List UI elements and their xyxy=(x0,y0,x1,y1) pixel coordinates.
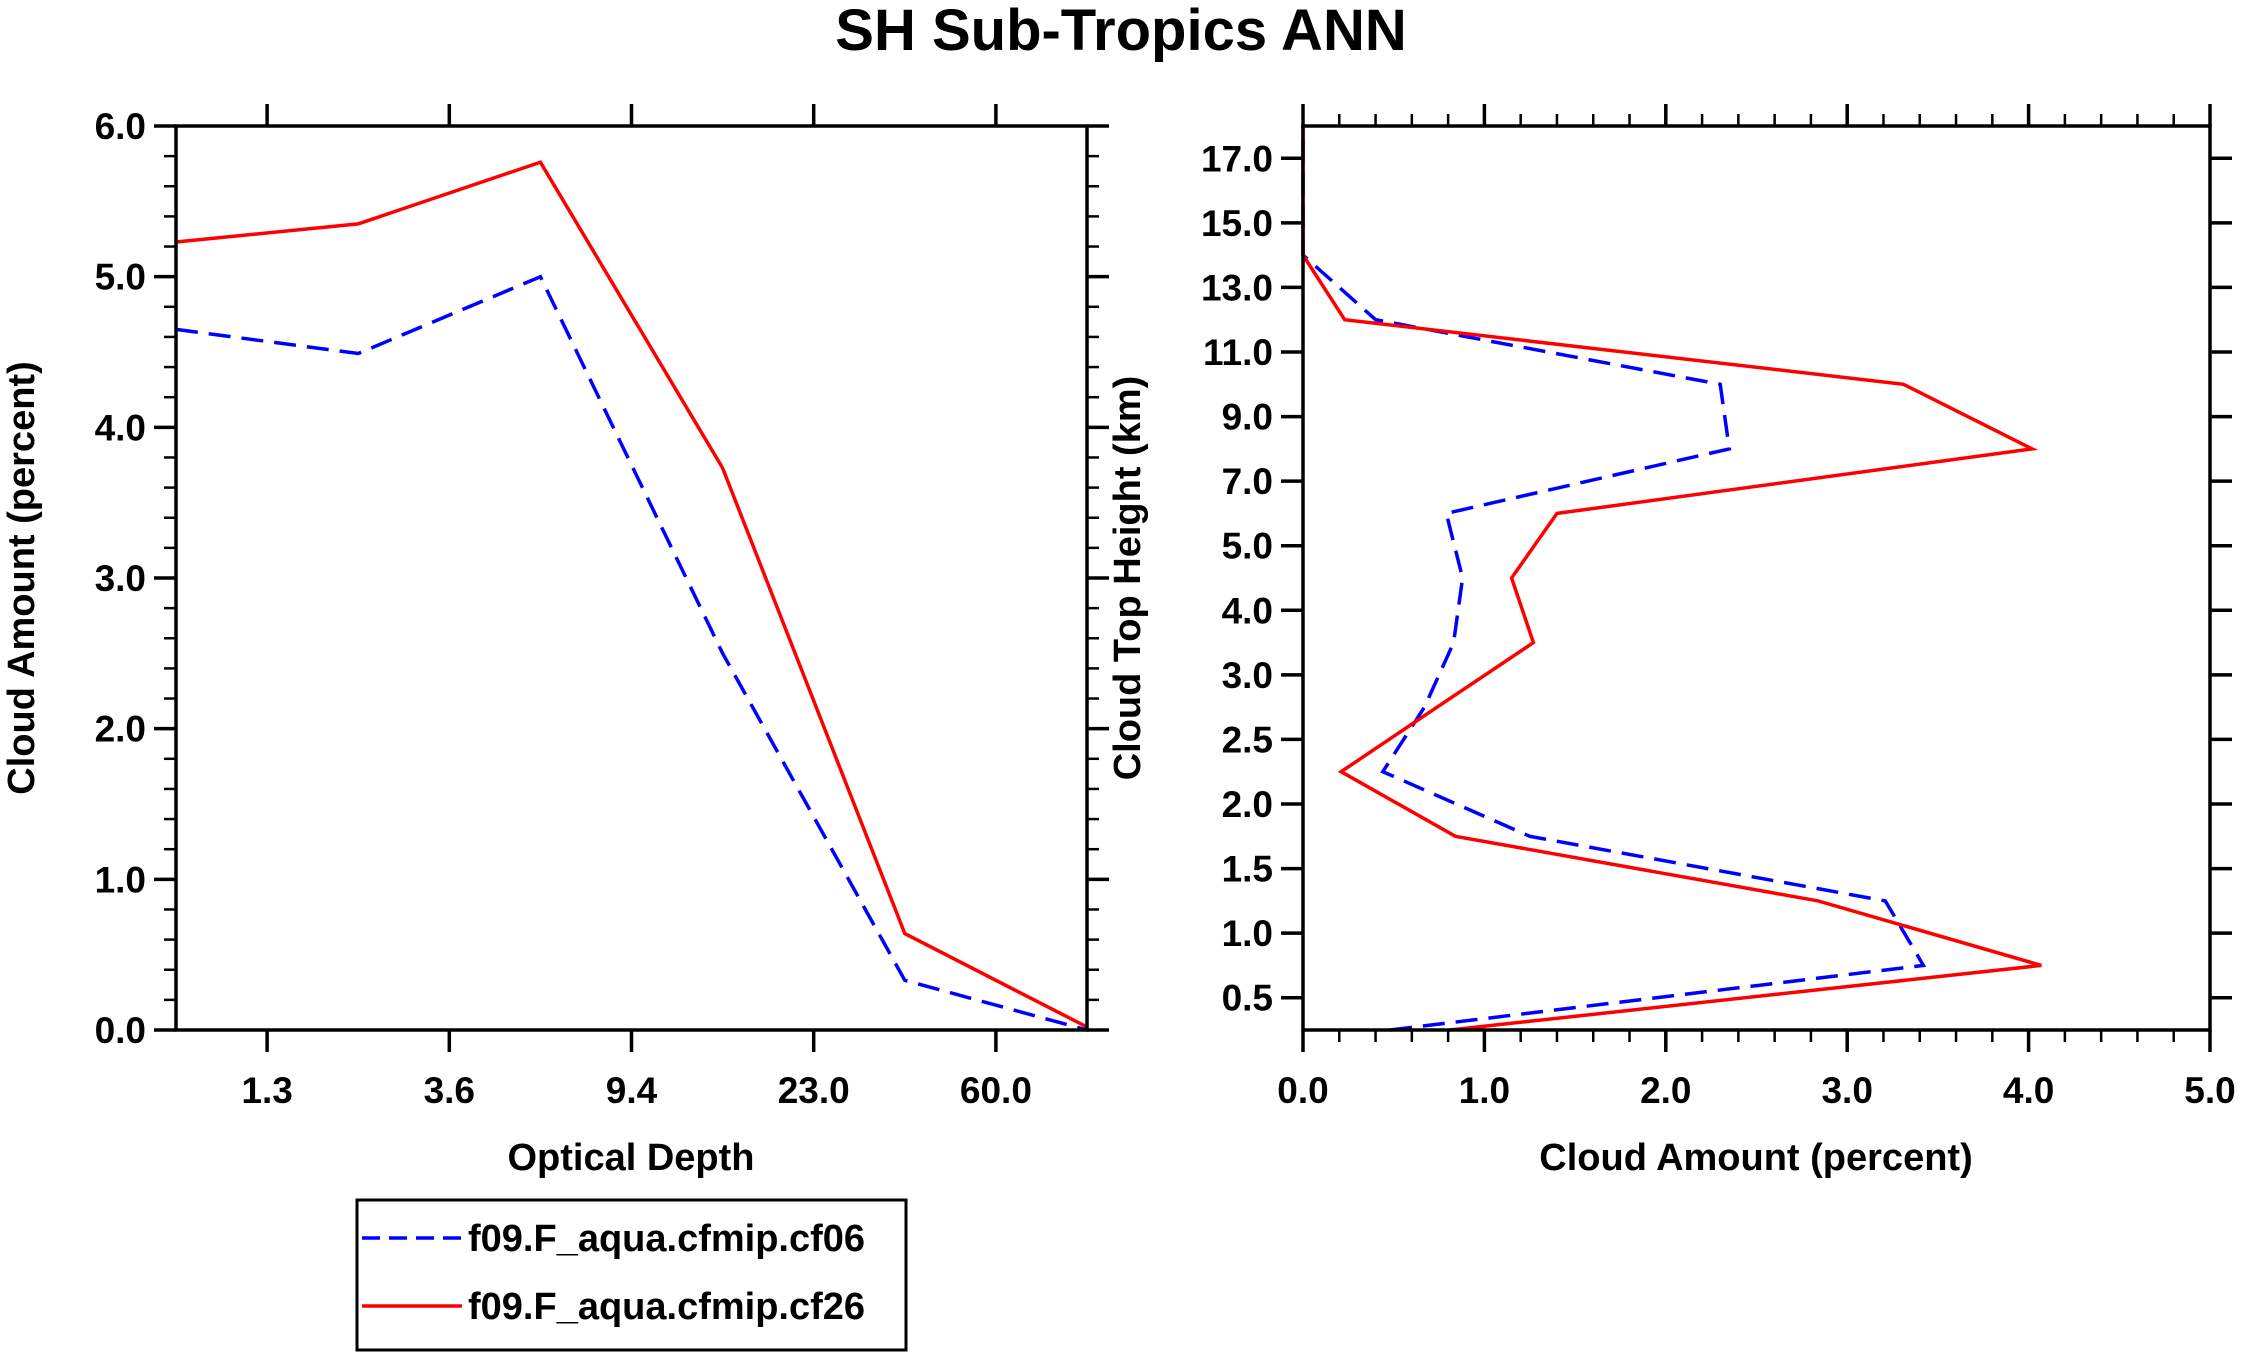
plot-frame xyxy=(1301,124,2212,1032)
left-x-axis-title: Optical Depth xyxy=(507,1137,754,1179)
y-tick-label: 3.0 xyxy=(95,558,146,599)
y-tick-label: 1.0 xyxy=(95,859,146,900)
y-tick-label: 0.0 xyxy=(95,1010,146,1051)
y-tick-label: 11.0 xyxy=(1203,332,1273,373)
y-tick-label: 1.0 xyxy=(1222,913,1273,954)
x-tick-label: 9.4 xyxy=(606,1070,658,1111)
y-tick-label: 7.0 xyxy=(1222,461,1273,502)
y-tick-label: 5.0 xyxy=(95,257,146,298)
y-tick-label: 17.0 xyxy=(1201,138,1273,179)
y-tick-label: 2.0 xyxy=(95,709,146,750)
series-line-cf06 xyxy=(175,274,1088,1032)
y-tick-label: 1.5 xyxy=(1222,849,1273,890)
x-tick-label: 2.0 xyxy=(1640,1070,1691,1111)
right-plot-cloud-top-height: 0.5 1.0 1.5 2.0 2.5 3.0 4.0 5.0 7.0 9.0 11.0 13.0 15… xyxy=(1201,104,2236,1111)
y-tick-label: 2.0 xyxy=(1222,784,1273,825)
series-line-cf26 xyxy=(1301,126,2042,1032)
y-tick-label: 6.0 xyxy=(95,106,146,147)
right-y-axis-title: Cloud Top Height (km) xyxy=(1107,376,1149,781)
y-tick-label: 2.5 xyxy=(1222,719,1273,760)
right-x-axis-title: Cloud Amount (percent) xyxy=(1539,1137,1972,1179)
x-tick-label: 60.0 xyxy=(960,1070,1032,1111)
legend-label-cf26: f09.F_aqua.cfmip.cf26 xyxy=(468,1286,865,1328)
y-tick-label: 9.0 xyxy=(1222,397,1273,438)
y-tick-label: 4.0 xyxy=(1222,590,1273,631)
x-tick-label: 0.0 xyxy=(1277,1070,1328,1111)
legend-label-cf06: f09.F_aqua.cfmip.cf06 xyxy=(468,1218,865,1260)
x-tick-label: 1.3 xyxy=(241,1070,292,1111)
left-plot-optical-depth: 0.0 1.0 2.0 3.0 4.0 5.0 6.0 1.3 3.6 9.4 23.0 60.0 xyxy=(95,104,1109,1111)
x-tick-label: 1.0 xyxy=(1459,1070,1510,1111)
y-tick-label: 0.5 xyxy=(1222,978,1273,1019)
y-tick-label: 13.0 xyxy=(1201,267,1273,308)
y-tick-label: 5.0 xyxy=(1222,526,1273,567)
x-tick-label: 4.0 xyxy=(2003,1070,2054,1111)
chart-title: SH Sub-Tropics ANN xyxy=(835,0,1406,63)
x-tick-label: 5.0 xyxy=(2184,1070,2235,1111)
x-tick-label: 3.6 xyxy=(424,1070,475,1111)
y-tick-label: 4.0 xyxy=(95,407,146,448)
series-line-cf06 xyxy=(1301,126,1927,1032)
y-tick-label: 3.0 xyxy=(1222,655,1273,696)
x-tick-label: 23.0 xyxy=(778,1070,850,1111)
plot-frame xyxy=(174,124,1089,1032)
left-y-axis-title: Cloud Amount (percent) xyxy=(1,361,43,794)
legend: f09.F_aqua.cfmip.cf06 f09.F_aqua.cfmip.c… xyxy=(355,1198,908,1352)
legend-box xyxy=(355,1198,908,1352)
y-tick-label: 15.0 xyxy=(1201,203,1273,244)
series-line-cf26 xyxy=(175,160,1088,1029)
x-tick-label: 3.0 xyxy=(1821,1070,1872,1111)
